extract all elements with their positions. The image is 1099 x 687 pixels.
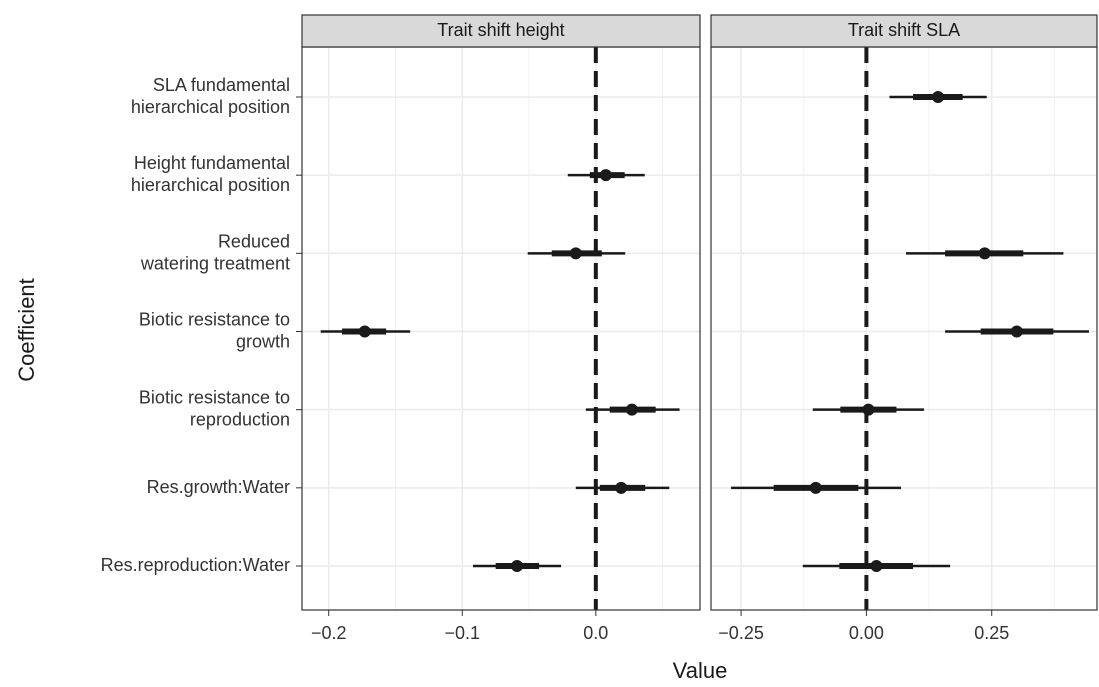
- estimate-point: [358, 325, 371, 338]
- x-tick-label: 0.25: [974, 623, 1009, 643]
- x-tick-label: −0.25: [718, 623, 764, 643]
- estimate-point: [1010, 325, 1023, 338]
- x-tick-label: −0.2: [311, 623, 347, 643]
- x-tick-label: 0.00: [849, 623, 884, 643]
- strip-title: Trait shift SLA: [848, 20, 960, 40]
- y-tick-label: Reduced watering treatment: [140, 231, 290, 273]
- estimate-point: [569, 247, 582, 260]
- y-tick-label: Biotic resistance to growth: [139, 309, 290, 351]
- y-tick-label: Biotic resistance to reproduction: [139, 387, 290, 429]
- estimate-point: [809, 481, 822, 494]
- y-tick-label: SLA fundamental hierarchical position: [131, 75, 290, 117]
- strip: [301, 14, 701, 48]
- estimate-point: [615, 481, 628, 494]
- estimate-point: [870, 560, 883, 572]
- strip-title: Trait shift height: [437, 20, 564, 40]
- y-tick-label: Height fundamental hierarchical position: [131, 153, 290, 195]
- estimate-point: [511, 560, 524, 572]
- x-tick-label: −0.1: [444, 623, 480, 643]
- estimate-point: [862, 403, 875, 416]
- estimate-point: [599, 169, 612, 182]
- estimate-point: [625, 403, 638, 416]
- estimate-point: [978, 247, 991, 260]
- strip: [710, 14, 1098, 48]
- x-axis-title: Value: [673, 658, 728, 683]
- y-tick-label: Res.growth:Water: [147, 477, 290, 497]
- x-tick-label: 0.0: [583, 623, 608, 643]
- y-axis-title: Coefficient: [14, 278, 39, 382]
- estimate-point: [932, 91, 945, 103]
- y-tick-label: Res.reproduction:Water: [101, 555, 290, 575]
